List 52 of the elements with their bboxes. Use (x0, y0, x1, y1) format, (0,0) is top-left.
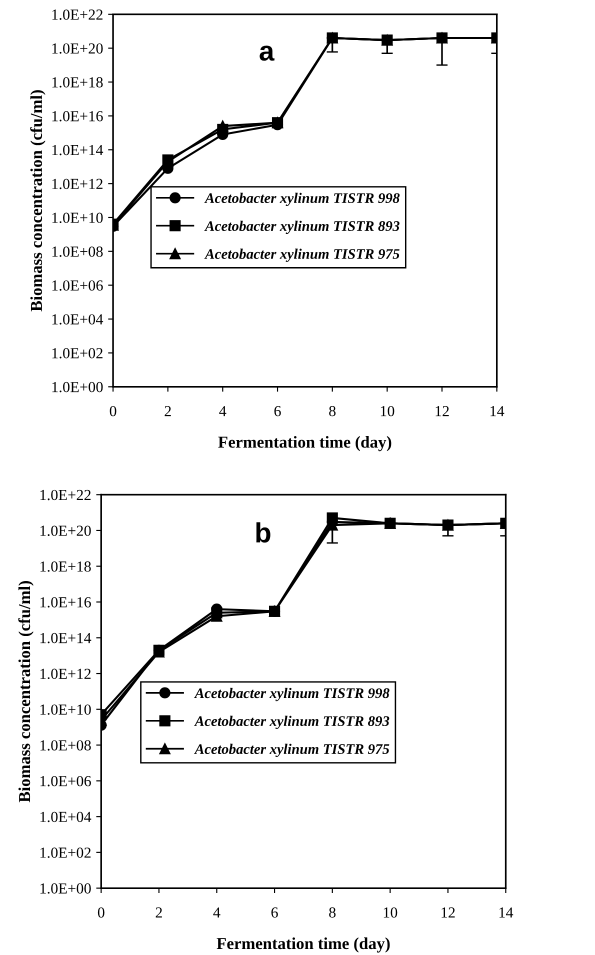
x-tick-label: 14 (499, 907, 514, 918)
y-tick-label: 1.0E+04 (52, 314, 104, 325)
x-tick-label: 0 (98, 907, 104, 918)
annotation: a (260, 46, 274, 61)
legend-label: Acetobacter xylinum TISTR 975 (204, 248, 400, 262)
x-tick-label: 8 (329, 907, 336, 918)
x-tick-label: 8 (329, 406, 336, 416)
y-tick-label: 1.0E+10 (40, 704, 91, 715)
x-tick-label: 12 (442, 907, 455, 918)
legend-label: Acetobacter xylinum TISTR 998 (204, 192, 400, 206)
x-tick-label: 10 (380, 406, 394, 416)
y-tick-label: 1.0E+12 (40, 668, 91, 680)
legend-label: Acetobacter xylinum TISTR 998 (194, 688, 390, 702)
x-tick-label: 10 (384, 907, 398, 918)
y-tick-label: 1.0E+18 (52, 77, 103, 88)
annotation: b (256, 522, 270, 543)
x-tick-label: 14 (490, 406, 504, 416)
y-tick-label: 1.0E+06 (52, 280, 103, 291)
y-tick-label: 1.0E+06 (40, 776, 91, 786)
y-tick-label: 1.0E+02 (40, 848, 91, 858)
x-axis-title: Fermentation time (day) (218, 436, 392, 452)
legend-label: Acetobacter xylinum TISTR 893 (204, 220, 400, 234)
y-axis-title: Biomass concentration (cfu/ml) (18, 581, 34, 802)
y-tick-label: 1.0E+16 (52, 111, 103, 122)
x-tick-label: 4 (213, 907, 220, 918)
y-tick-label: 1.0E+00 (40, 883, 91, 894)
y-tick-label: 1.0E+14 (40, 632, 92, 644)
x-tick-label: 6 (274, 406, 281, 416)
x-tick-label: 0 (110, 406, 116, 416)
x-tick-label: 4 (219, 406, 226, 416)
y-tick-label: 1.0E+04 (40, 812, 92, 822)
y-tick-label: 1.0E+20 (52, 43, 103, 54)
y-tick-label: 1.0E+02 (52, 348, 102, 358)
y-tick-label: 1.0E+22 (52, 9, 102, 20)
y-tick-label: 1.0E+08 (40, 740, 91, 751)
y-tick-label: 1.0E+08 (52, 246, 103, 257)
x-tick-label: 2 (156, 907, 162, 918)
x-tick-label: 12 (436, 406, 449, 416)
x-axis-title: Fermentation time (day) (216, 937, 390, 953)
y-tick-label: 1.0E+10 (52, 212, 103, 223)
y-tick-label: 1.0E+14 (52, 144, 104, 156)
legend-label: Acetobacter xylinum TISTR 975 (194, 744, 390, 757)
x-tick-label: 2 (164, 406, 171, 416)
x-tick-label: 6 (271, 907, 278, 918)
y-tick-label: 1.0E+16 (40, 597, 91, 608)
y-tick-label: 1.0E+18 (40, 561, 91, 572)
legend-label: Acetobacter xylinum TISTR 893 (194, 716, 390, 730)
y-axis-title: Biomass concentration (cfu/ml) (30, 90, 46, 312)
y-tick-label: 1.0E+22 (40, 490, 91, 500)
y-tick-label: 1.0E+00 (52, 382, 103, 392)
y-tick-label: 1.0E+12 (52, 178, 102, 190)
y-tick-label: 1.0E+20 (40, 526, 91, 536)
